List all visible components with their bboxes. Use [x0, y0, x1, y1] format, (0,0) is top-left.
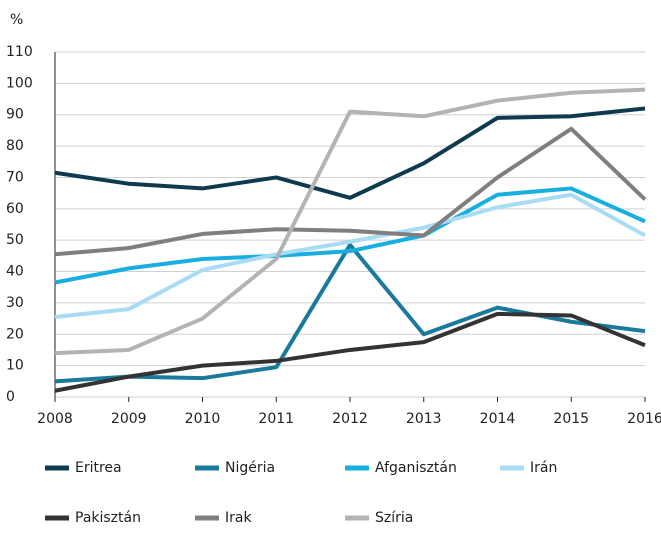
- legend-label: Pakisztán: [75, 510, 141, 526]
- series-line: [54, 126, 647, 257]
- legend-label: Afganisztán: [375, 460, 457, 476]
- y-tick-label: 50: [6, 232, 24, 248]
- x-tick-label: 2014: [480, 411, 516, 427]
- y-tick-label: 0: [6, 389, 15, 405]
- x-tick-label: 2016: [627, 411, 661, 427]
- series-line: [54, 106, 646, 200]
- y-tick-label: 70: [6, 169, 24, 185]
- x-tick-label: 2012: [332, 411, 368, 427]
- legend-label: Szíria: [375, 510, 413, 526]
- y-tick-label: 90: [6, 107, 24, 123]
- series-line: [54, 311, 646, 393]
- x-tick-label: 2010: [185, 411, 221, 427]
- series-line: [54, 192, 646, 320]
- y-tick-label: 10: [6, 358, 24, 374]
- x-tick-label: 2013: [406, 411, 442, 427]
- legend-label: Irak: [225, 510, 252, 526]
- y-tick-label: 80: [6, 138, 24, 154]
- y-unit-label: %: [10, 12, 23, 28]
- y-tick-label: 110: [6, 44, 33, 60]
- x-tick-label: 2011: [258, 411, 294, 427]
- series-line: [54, 242, 646, 384]
- y-tick-label: 100: [6, 75, 33, 91]
- series-line: [54, 87, 646, 356]
- y-tick-label: 30: [6, 295, 24, 311]
- x-tick-label: 2008: [37, 411, 73, 427]
- series-line: [54, 186, 646, 285]
- legend-label: Nigéria: [225, 460, 275, 476]
- x-tick-label: 2015: [553, 411, 589, 427]
- legend-label: Irán: [530, 460, 557, 476]
- y-tick-label: 20: [6, 326, 24, 342]
- legend-label: Eritrea: [75, 460, 122, 476]
- y-tick-label: 40: [6, 264, 24, 280]
- x-tick-label: 2009: [111, 411, 147, 427]
- y-tick-label: 60: [6, 201, 24, 217]
